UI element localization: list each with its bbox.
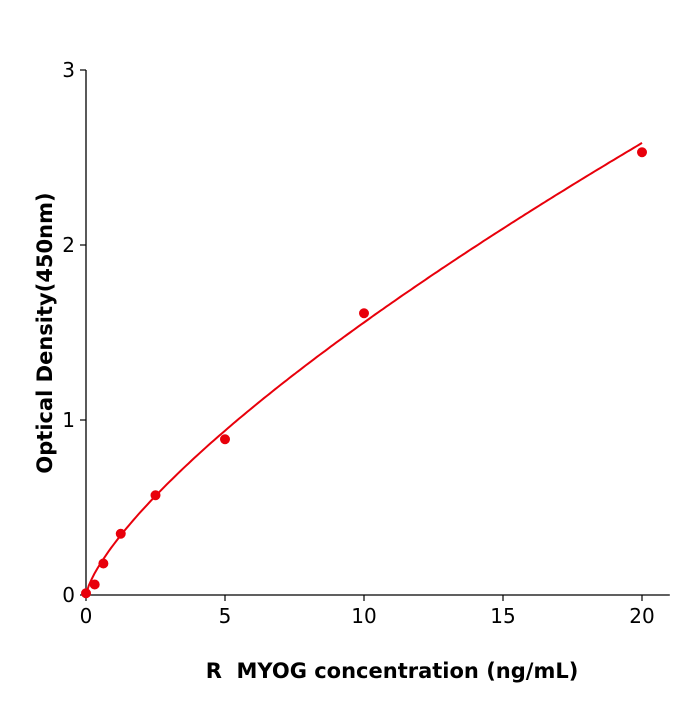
data-point [150,490,161,501]
y-tick-label: 3 [62,58,75,82]
y-tick-label: 1 [62,408,75,432]
data-point [220,434,230,445]
data-point [637,147,647,158]
x-tick-label: 15 [490,604,515,628]
data-point [359,308,369,319]
x-tick-label: 0 [80,604,93,628]
x-tick-label: 5 [219,604,232,628]
axes: 0 5 10 15 20 0 1 2 3 [62,58,670,628]
data-point [81,588,91,599]
y-tick-label: 2 [62,233,75,257]
data-point [98,558,109,569]
x-tick-label: 10 [351,604,376,628]
fit-curve [85,142,643,596]
y-axis-label: Optical Density(450nm) [33,192,57,473]
x-axis-label: R MYOG concentration (ng/mL) [206,659,579,683]
data-point [115,528,126,539]
y-tick-label: 0 [62,583,75,607]
x-tick-label: 20 [629,604,654,628]
data-point [89,579,100,590]
data-points [81,147,647,599]
